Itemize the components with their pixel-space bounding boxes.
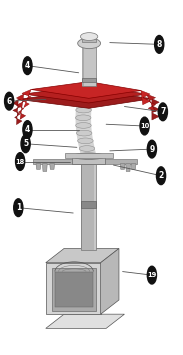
Polygon shape xyxy=(81,162,96,250)
Ellipse shape xyxy=(76,107,91,113)
Text: 8: 8 xyxy=(156,40,162,49)
Text: 2: 2 xyxy=(158,171,164,180)
Polygon shape xyxy=(141,91,150,105)
Circle shape xyxy=(147,266,156,284)
Polygon shape xyxy=(55,272,93,307)
Polygon shape xyxy=(33,159,137,164)
Circle shape xyxy=(140,117,149,135)
Polygon shape xyxy=(79,148,97,156)
Polygon shape xyxy=(82,44,84,86)
Text: 6: 6 xyxy=(7,97,12,106)
Text: 9: 9 xyxy=(149,144,154,154)
Polygon shape xyxy=(46,314,124,328)
Text: 5: 5 xyxy=(23,139,28,148)
Ellipse shape xyxy=(75,115,91,121)
Polygon shape xyxy=(76,133,93,141)
Ellipse shape xyxy=(78,38,100,49)
Polygon shape xyxy=(77,95,93,102)
Polygon shape xyxy=(82,39,96,42)
Ellipse shape xyxy=(76,122,91,128)
Polygon shape xyxy=(101,248,119,314)
Circle shape xyxy=(155,36,164,53)
Polygon shape xyxy=(36,164,41,169)
Polygon shape xyxy=(24,85,146,103)
Ellipse shape xyxy=(79,84,95,90)
Text: 10: 10 xyxy=(140,123,149,129)
Polygon shape xyxy=(78,141,95,148)
Polygon shape xyxy=(72,156,105,164)
Polygon shape xyxy=(81,162,84,250)
Ellipse shape xyxy=(80,33,98,40)
Text: 19: 19 xyxy=(147,272,156,278)
Polygon shape xyxy=(126,164,130,171)
Circle shape xyxy=(156,167,166,185)
Ellipse shape xyxy=(76,130,92,136)
Polygon shape xyxy=(65,153,113,158)
Polygon shape xyxy=(81,201,96,208)
Circle shape xyxy=(147,140,156,158)
Polygon shape xyxy=(46,263,101,314)
Ellipse shape xyxy=(79,146,95,151)
Ellipse shape xyxy=(81,153,97,159)
Text: 7: 7 xyxy=(160,107,166,116)
Polygon shape xyxy=(50,164,55,169)
Polygon shape xyxy=(83,39,95,44)
Polygon shape xyxy=(76,125,92,133)
Circle shape xyxy=(14,199,23,217)
Ellipse shape xyxy=(77,99,92,105)
Text: 4: 4 xyxy=(25,61,30,70)
Ellipse shape xyxy=(78,138,93,144)
Polygon shape xyxy=(152,99,159,120)
Polygon shape xyxy=(82,78,96,82)
Polygon shape xyxy=(76,102,92,110)
Polygon shape xyxy=(22,89,31,108)
Circle shape xyxy=(5,92,14,110)
Polygon shape xyxy=(75,110,91,118)
Ellipse shape xyxy=(78,92,93,98)
Polygon shape xyxy=(31,82,141,98)
Circle shape xyxy=(158,103,167,121)
Polygon shape xyxy=(82,44,96,86)
Polygon shape xyxy=(75,118,91,125)
Polygon shape xyxy=(16,94,26,119)
Polygon shape xyxy=(94,162,96,250)
Circle shape xyxy=(16,153,25,170)
Ellipse shape xyxy=(72,153,105,159)
Polygon shape xyxy=(13,99,22,125)
Text: 1: 1 xyxy=(16,203,21,212)
Polygon shape xyxy=(52,268,96,311)
Text: 4: 4 xyxy=(25,125,30,134)
Polygon shape xyxy=(46,248,119,263)
Polygon shape xyxy=(42,164,47,171)
Polygon shape xyxy=(78,87,95,95)
Polygon shape xyxy=(18,90,152,108)
Polygon shape xyxy=(146,94,156,112)
Circle shape xyxy=(21,135,30,153)
Circle shape xyxy=(23,57,32,75)
Text: 18: 18 xyxy=(16,159,25,164)
Polygon shape xyxy=(120,164,125,169)
Circle shape xyxy=(23,121,32,138)
Polygon shape xyxy=(131,164,136,169)
